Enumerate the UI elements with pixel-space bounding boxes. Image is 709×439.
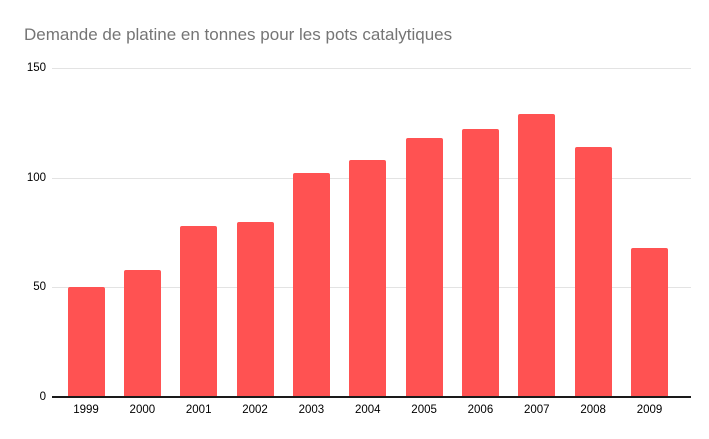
bar-2002[interactable] [236,221,274,397]
y-axis-tick-label: 150 [26,62,46,74]
bar-1999[interactable] [67,287,105,397]
y-axis-tick-label: 0 [39,391,46,403]
bar-2004[interactable] [349,160,387,397]
bar-2007[interactable] [518,114,556,397]
bar-2008[interactable] [574,146,612,397]
x-axis-tick-label: 2001 [185,404,212,416]
x-axis-tick-label: 2005 [411,404,437,416]
y-axis-tick-label: 50 [33,281,46,294]
x-axis-tick-label: 2009 [636,404,663,416]
bar-2000[interactable] [123,269,161,397]
chart-title: Demande de platine en tonnes pour les po… [24,25,453,44]
x-axis-tick-label: 2006 [467,404,494,416]
gridline-150 [52,68,691,69]
x-axis-tick-label: 2007 [524,404,550,416]
x-axis-tick-label: 2000 [129,404,156,416]
x-axis-tick-label: 1999 [73,404,99,416]
y-axis-tick-label: 100 [26,171,46,184]
x-axis-line [52,396,691,398]
bar-2009[interactable] [631,247,668,397]
bar-2006[interactable] [461,129,499,397]
x-axis-tick-label: 2003 [298,404,325,416]
bar-2001[interactable] [180,225,218,397]
bar-2005[interactable] [405,138,443,397]
x-axis-tick-label: 2008 [580,404,606,416]
x-axis-tick-label: 2002 [242,404,268,416]
bar-2003[interactable] [292,173,330,397]
x-axis-tick-label: 2004 [354,404,381,416]
